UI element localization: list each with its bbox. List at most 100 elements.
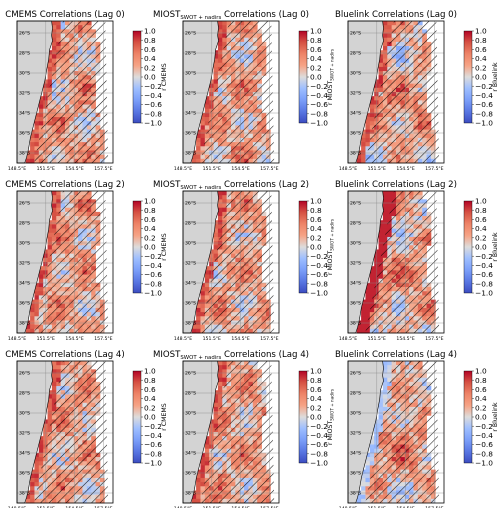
heat-cell <box>213 411 219 416</box>
colorbar-tick-label: −1.0 <box>310 289 328 298</box>
heat-cell <box>30 320 35 326</box>
heat-cell <box>34 299 40 305</box>
heat-cell <box>25 158 31 164</box>
heat-cell <box>209 87 214 93</box>
heat-cell <box>378 415 384 420</box>
heat-cell <box>365 137 371 143</box>
y-tick-label: 28°S <box>19 391 30 397</box>
heat-cell <box>200 303 206 309</box>
heat-cell <box>47 66 53 72</box>
heat-cell <box>374 270 379 275</box>
x-tick-label: 151.5°E <box>368 166 386 172</box>
heat-cell <box>25 154 31 160</box>
colorbar-label: r CMEMS <box>161 403 168 430</box>
colorbar-tick-label: 0.0 <box>144 413 156 422</box>
heat-cell <box>369 117 375 122</box>
heat-cell <box>30 486 35 491</box>
y-tick-label: 26°S <box>185 371 196 377</box>
heat-cell <box>30 146 35 151</box>
heat-cell <box>30 490 35 496</box>
y-tick-label: 32°S <box>185 91 196 97</box>
x-tick-label: 157.5°E <box>425 166 443 172</box>
heat-cell <box>204 270 210 275</box>
heat-cell <box>382 21 388 26</box>
heat-cell <box>222 33 228 39</box>
x-tick-label: 157.5°E <box>260 336 278 342</box>
heat-cell <box>369 295 375 300</box>
colorbar-tick-label: −0.8 <box>144 449 162 458</box>
colorbar-tick-label: −0.4 <box>144 91 162 100</box>
colorbar-tick-label: −1.0 <box>475 459 493 468</box>
heat-cell <box>222 21 228 26</box>
heat-cell <box>365 282 371 288</box>
heat-cell <box>204 436 210 441</box>
heat-cell <box>209 96 214 101</box>
heat-cell <box>382 220 388 225</box>
colorbar-tick-label: 0.0 <box>144 73 156 82</box>
map-frame <box>347 20 445 164</box>
heat-cell <box>378 419 384 425</box>
heat-cell <box>34 473 40 479</box>
x-tick-label: 151.5°E <box>368 336 386 342</box>
colorbar-tick-label: 0.8 <box>144 36 156 45</box>
heat-cell <box>56 203 62 209</box>
heat-cell <box>365 486 371 491</box>
heat-cell <box>196 316 201 321</box>
heat-cell <box>361 146 366 151</box>
title-subscript: SWOT + nadirs <box>180 185 221 191</box>
heat-cell <box>196 328 201 334</box>
heat-cell <box>191 324 197 330</box>
heat-cell <box>365 299 371 305</box>
heat-cell <box>361 312 366 317</box>
colorbar-tick-label: −1.0 <box>144 289 162 298</box>
title-rest: Correlations (Lag 2) <box>221 180 309 190</box>
heat-cell <box>365 142 371 147</box>
heat-cell <box>365 125 371 130</box>
heat-cell <box>56 369 62 374</box>
heat-cell <box>369 278 375 284</box>
heat-cell <box>217 373 223 379</box>
colorbar-tick-label: 0.4 <box>144 54 156 63</box>
heat-cell <box>365 452 371 458</box>
heat-cell <box>387 37 393 43</box>
heat-cell <box>209 266 214 271</box>
colorbar-tick-label: 0.0 <box>310 413 322 422</box>
significance-hatching <box>200 361 275 503</box>
x-tick-label: 154.5°E <box>65 336 83 342</box>
heat-cell <box>387 195 393 200</box>
heat-cell <box>47 50 53 55</box>
heat-cell <box>356 490 362 496</box>
colorbar-tick-label: 0.8 <box>475 376 487 385</box>
y-tick-label: 32°S <box>19 91 30 97</box>
heat-cell <box>382 377 388 383</box>
heat-cell <box>209 270 214 275</box>
heat-cell <box>34 316 40 321</box>
heat-cell <box>30 142 35 147</box>
heat-cell <box>204 121 210 126</box>
colorbar-tick-label: 0.6 <box>310 215 322 224</box>
colorbar-tick-label: −0.8 <box>475 109 493 118</box>
colorbar-tick-label: −0.4 <box>475 91 493 100</box>
y-tick-label: 38°S <box>19 151 30 157</box>
heat-cell <box>365 312 371 317</box>
heat-cell <box>191 490 197 496</box>
heat-cell <box>374 432 379 437</box>
significance-hatching <box>365 191 440 333</box>
x-tick-label: 151.5°E <box>203 506 221 508</box>
heat-cell <box>204 278 210 284</box>
heat-cell <box>222 25 228 30</box>
heat-cell <box>204 117 210 122</box>
colorbar-tick-label: 1.0 <box>475 27 487 36</box>
heat-cell <box>374 440 379 445</box>
heat-cell <box>356 154 362 160</box>
y-tick-label: 34°S <box>19 451 30 457</box>
map-panel-3: 148.5°E 151.5°E 154.5°E 157.5°E 26°S 28°S 30°S… <box>335 10 499 172</box>
heat-cell <box>196 303 201 309</box>
heat-cell <box>374 262 379 267</box>
heat-cell <box>34 452 40 458</box>
heat-cell <box>361 486 366 491</box>
map-frame <box>16 190 114 334</box>
heat-cell <box>200 112 206 118</box>
colorbar-tick-label: −0.2 <box>144 252 162 261</box>
colorbar-label: r Bluelink <box>492 232 499 262</box>
